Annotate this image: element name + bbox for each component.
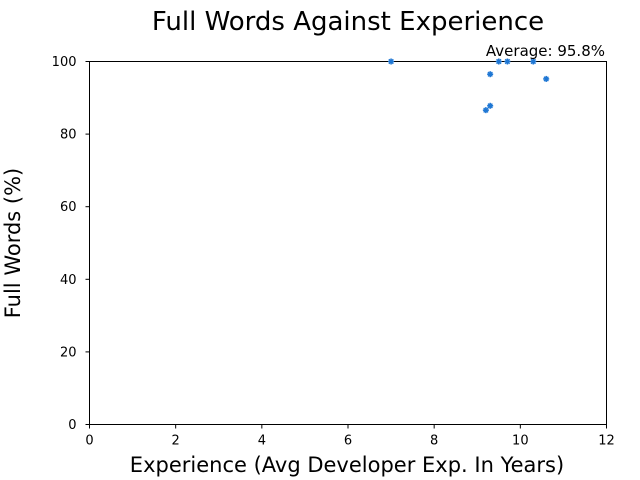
plot-area (89, 61, 607, 425)
y-axis-label: Full Words (%) (1, 168, 25, 319)
data-point (530, 58, 537, 65)
chart-title: Full Words Against Experience (152, 7, 544, 37)
y-axis: 0 20 40 60 80 100 (52, 55, 90, 433)
data-point (495, 58, 502, 65)
data-point (482, 107, 489, 114)
y-tick-label: 80 (60, 128, 77, 143)
y-tick-label: 40 (60, 273, 77, 288)
average-annotation: Average: 95.8% (486, 42, 605, 60)
data-point (487, 71, 494, 78)
x-tick-label: 8 (430, 434, 438, 449)
x-tick-label: 10 (512, 434, 529, 449)
data-point (388, 58, 395, 65)
y-tick-label: 60 (60, 200, 77, 215)
y-tick-label: 20 (60, 345, 77, 360)
data-point (543, 75, 550, 82)
data-points (388, 58, 550, 114)
x-tick-label: 6 (344, 434, 352, 449)
x-axis: 0 2 4 6 8 10 12 (85, 424, 615, 449)
x-axis-label: Experience (Avg Developer Exp. In Years) (130, 453, 564, 477)
x-tick-label: 2 (172, 434, 180, 449)
data-point (504, 58, 511, 65)
x-tick-label: 12 (598, 434, 615, 449)
x-tick-label: 0 (85, 434, 93, 449)
y-tick-label: 0 (68, 418, 76, 433)
x-tick-label: 4 (258, 434, 266, 449)
y-tick-label: 100 (52, 55, 77, 70)
data-point (487, 102, 494, 109)
